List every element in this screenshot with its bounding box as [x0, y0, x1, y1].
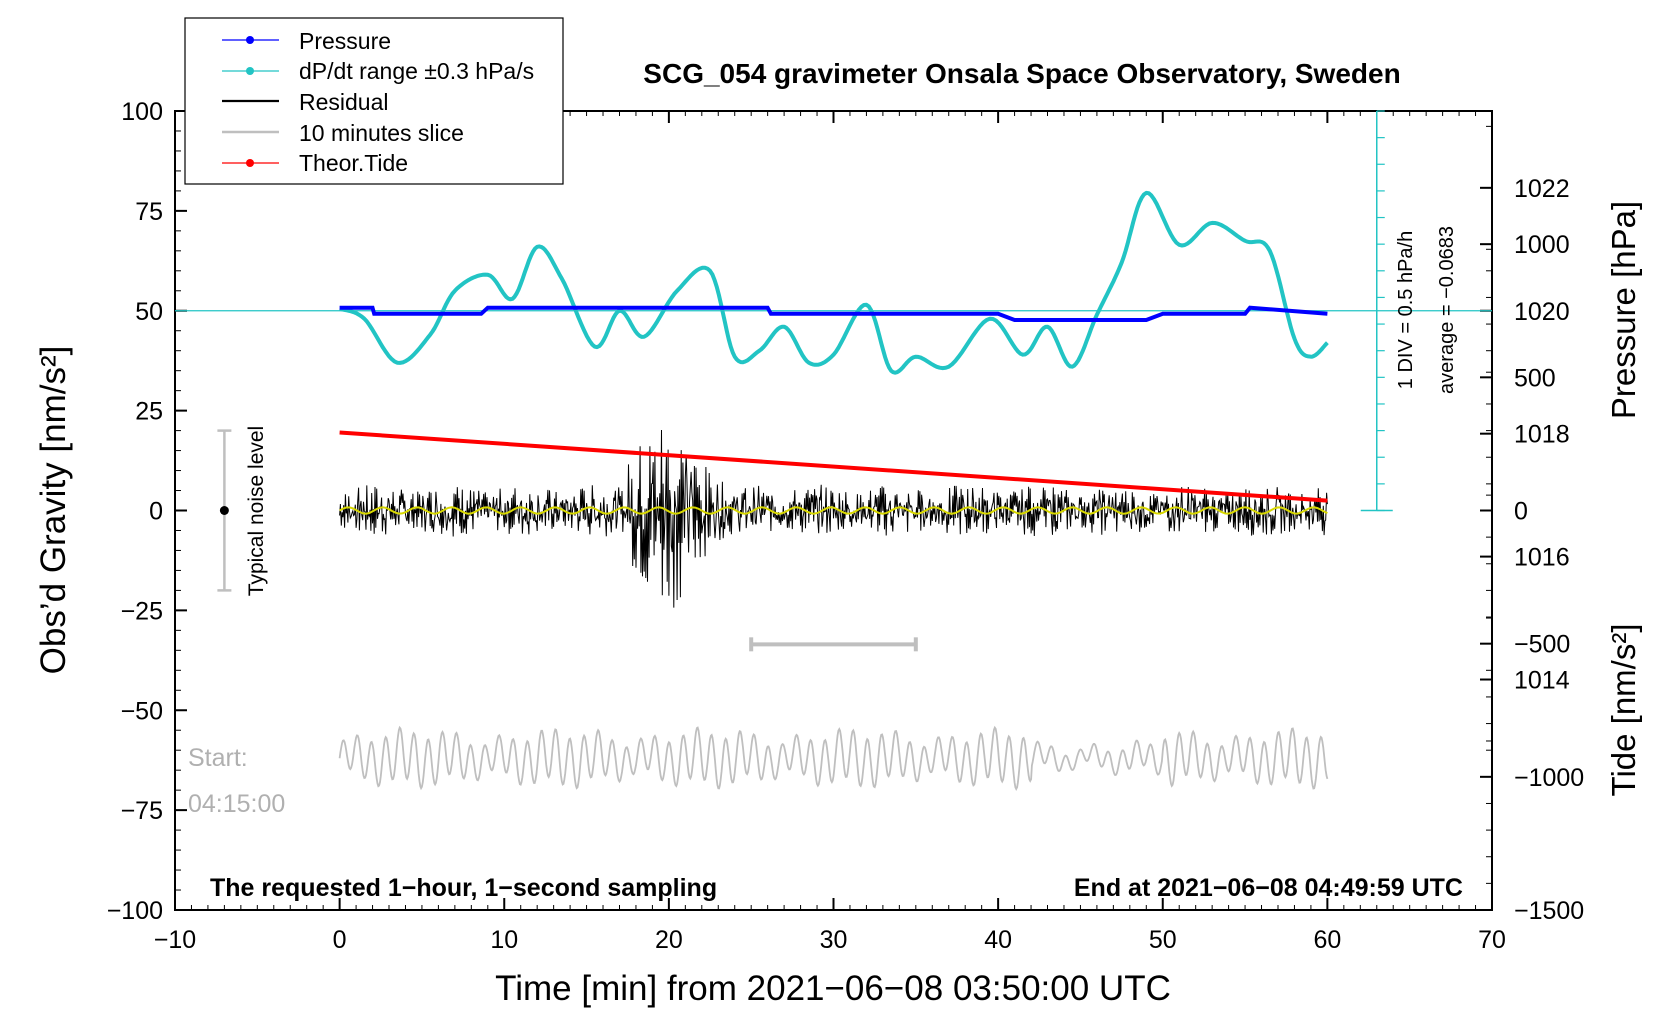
dpdt-line [338, 190, 1329, 375]
tide-tick-label: 0 [1514, 498, 1528, 526]
legend-residual: Residual [222, 89, 389, 115]
svg-text:Residual: Residual [299, 89, 389, 115]
x-tick-label: 0 [333, 926, 347, 954]
dpdt-scale-axis [1360, 110, 1393, 512]
x-axis-label: Time [min] from 2021−06−08 03:50:00 UTC [495, 969, 1171, 1008]
legend-slice: 10 minutes slice [222, 120, 464, 146]
start-label: Start: [188, 744, 248, 772]
x-tick-label: 10 [490, 926, 518, 954]
y-axis-label: Obs’d Gravity [nm/s²] [34, 346, 73, 675]
tide-tick-label: 500 [1514, 364, 1556, 392]
div-annotation: 1 DIV = 0.5 hPa/h [1395, 231, 1417, 389]
axis-tick-labels: −10 0 10 20 30 40 50 60 701007550250−25−50−75−10… [107, 98, 1585, 954]
tide-tick-label: −1500 [1514, 897, 1584, 925]
legend: Pressure dP/dt range ±0.3 hPa/s Residual… [184, 17, 564, 185]
tide-axis-label: Tide [nm/s²] [1605, 624, 1642, 797]
y-tick-label: −25 [121, 597, 163, 625]
tide-line [339, 430, 1328, 503]
pressure-tick-label: 1016 [1514, 544, 1570, 572]
pressure-line [339, 305, 1328, 322]
noise-indicator [217, 429, 232, 592]
legend-tide: Theor.Tide [222, 150, 408, 176]
tide-tick-label: −1000 [1514, 764, 1584, 792]
svg-text:dP/dt range ±0.3 hPa/s: dP/dt range ±0.3 hPa/s [299, 58, 534, 84]
tide-tick-label: −500 [1514, 631, 1570, 659]
start-time: 04:15:00 [188, 790, 285, 818]
pressure-axis-label: Pressure [hPa] [1605, 201, 1642, 419]
svg-text:Theor.Tide: Theor.Tide [299, 150, 408, 176]
x-tick-label: 40 [984, 926, 1012, 954]
residual-smooth-line [339, 506, 1328, 515]
y-tick-label: 50 [135, 298, 163, 326]
y-tick-label: 25 [135, 398, 163, 426]
sampling-note: The requested 1−hour, 1−second sampling [210, 874, 717, 902]
x-tick-label: 70 [1478, 926, 1506, 954]
pressure-tick-label: 1022 [1514, 175, 1570, 203]
x-tick-label: 20 [655, 926, 683, 954]
slice-range-marker [749, 637, 918, 652]
svg-text:Pressure: Pressure [299, 28, 391, 54]
chart-title: SCG_054 gravimeter Onsala Space Observat… [643, 58, 1400, 89]
tide-tick-label: 1000 [1514, 231, 1570, 259]
legend-dpdt: dP/dt range ±0.3 hPa/s [222, 58, 534, 84]
noise-center-dot [219, 506, 229, 515]
pressure-tick-label: 1018 [1514, 421, 1570, 449]
x-tick-label: −10 [154, 926, 196, 954]
y-tick-label: 100 [121, 98, 163, 126]
pressure-tick-label: 1014 [1514, 667, 1570, 695]
y-tick-label: 0 [149, 498, 163, 526]
x-tick-label: 60 [1313, 926, 1341, 954]
end-time-note: End at 2021−06−08 04:49:59 UTC [1074, 874, 1463, 902]
average-annotation: average = −0.0683 [1436, 226, 1458, 394]
x-tick-label: 30 [820, 926, 848, 954]
y-tick-label: −75 [121, 797, 163, 825]
svg-text:10 minutes slice: 10 minutes slice [299, 120, 464, 146]
slice-trace [338, 725, 1329, 791]
residual-line [339, 429, 1328, 608]
pressure-tick-label: 1020 [1514, 298, 1570, 326]
y-tick-label: 75 [135, 198, 163, 226]
y-tick-label: −50 [121, 697, 163, 725]
y-tick-label: −100 [107, 897, 163, 925]
noise-label: Typical noise level [245, 426, 268, 596]
x-tick-label: 50 [1149, 926, 1177, 954]
legend-pressure: Pressure [222, 28, 391, 54]
